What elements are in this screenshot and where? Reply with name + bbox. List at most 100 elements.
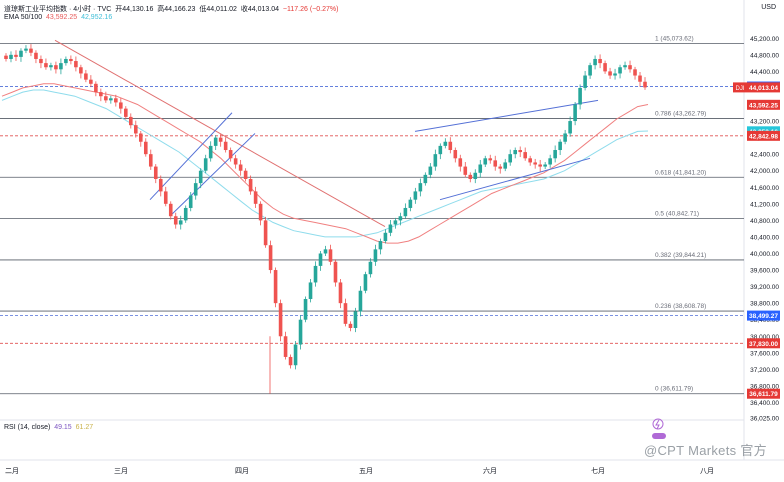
candle-body (19, 50, 23, 57)
candle-body (198, 170, 203, 184)
candle-body (383, 232, 388, 242)
candle-body (293, 344, 298, 366)
fib-level-label: 0 (36,611.79) (655, 386, 693, 393)
candle-body (119, 102, 123, 109)
candle-body (173, 216, 178, 225)
currency-label[interactable]: USD (761, 4, 776, 11)
high-value: 44,166.23 (164, 6, 196, 13)
candle-body (203, 158, 208, 171)
y-tick-label: 39,200.00 (750, 284, 779, 291)
symbol-tag (733, 82, 747, 93)
candle-body (368, 261, 373, 275)
ema-legend[interactable]: EMA 50/100 43,592.25 42,952.16 (4, 14, 112, 21)
candle-body (323, 249, 328, 254)
candle-body (308, 282, 313, 300)
candle-body (54, 65, 58, 70)
x-tick-label: 六月 (483, 466, 497, 475)
watermark: @CPT Markets 官方 (644, 443, 767, 458)
symbol-tag-label: DJI (736, 86, 745, 92)
candle-body (104, 96, 108, 101)
fib-level-label: 0.382 (39,844.21) (655, 252, 706, 259)
y-tick-label: 43,200.00 (750, 119, 779, 126)
candle-body (423, 174, 428, 184)
rsi-legend[interactable]: RSI (14, close) 49.15 61.27 (4, 424, 93, 431)
x-tick-label: 七月 (591, 466, 605, 475)
candle-body (44, 63, 48, 68)
candle-body (298, 319, 303, 345)
wedge-lower-line (439, 157, 591, 201)
y-tick-label: 45,200.00 (750, 36, 779, 43)
candle-body (428, 166, 433, 175)
y-tick-label: 44,400.00 (750, 69, 779, 76)
candle-body (213, 137, 218, 146)
candle-body (403, 207, 408, 217)
candle-body (94, 83, 98, 93)
candle-body (358, 290, 363, 312)
candle-body (64, 58, 68, 64)
candle-body (393, 220, 398, 225)
price-tag-label: 37,830.00 (749, 341, 778, 348)
candle-body (598, 58, 602, 64)
price-tag-label: 43,592.25 (749, 102, 778, 109)
y-tick-label: 39,600.00 (750, 268, 779, 275)
candle-body (458, 158, 463, 167)
candle-body (34, 52, 38, 59)
candle-body (138, 133, 143, 142)
candle-body (114, 98, 118, 103)
candle-body (558, 141, 562, 151)
candle-body (448, 141, 453, 151)
candle-body (163, 191, 168, 204)
candle-body (153, 166, 158, 179)
candle-body (14, 54, 18, 57)
candle-body (193, 183, 198, 196)
y-tick-label: 38,800.00 (750, 301, 779, 308)
candle-body (59, 63, 63, 70)
event-badge-icon (652, 433, 666, 439)
candle-body (243, 170, 248, 179)
y-tick-label: 40,400.00 (750, 234, 779, 241)
candle-body (9, 54, 13, 59)
downtrend-line (54, 39, 386, 228)
x-tick-label: 二月 (5, 467, 19, 475)
candle-body (318, 253, 323, 266)
candle-body (258, 203, 263, 221)
low-value: 44,011.02 (206, 6, 237, 13)
candle-body (413, 191, 418, 200)
candle-body (438, 145, 443, 155)
candle-body (178, 220, 183, 225)
candle-body (148, 154, 153, 167)
candle-body (338, 282, 343, 304)
candle-body (288, 356, 293, 366)
change-value: −117.26 (−0.27%) (282, 6, 339, 13)
candle-body (223, 141, 228, 151)
candle-body (253, 191, 258, 204)
ema50-line (1, 83, 649, 244)
candle-body (473, 172, 478, 179)
candle-body (483, 158, 488, 165)
price-tag (747, 338, 780, 349)
candle-body (168, 203, 173, 217)
fib-level-label: 0.618 (41,841.20) (655, 169, 706, 176)
candle-body (143, 141, 148, 155)
candle-body (408, 199, 413, 208)
candle-body (343, 303, 348, 324)
candle-body (49, 65, 53, 68)
rsi-ma-value: 61.27 (75, 424, 94, 431)
y-tick-label: 36,025.00 (750, 416, 779, 423)
symbol-line: 道琼斯工业平均指数 · 4小时 · TVC (4, 6, 112, 13)
candle-body (158, 178, 163, 192)
candle-body (563, 133, 567, 142)
candle-body (613, 73, 617, 76)
candle-body (618, 67, 622, 74)
price-tag-label: 38,499.27 (749, 313, 778, 320)
candle-body (398, 216, 403, 221)
candle-body (533, 162, 537, 165)
ema-label: EMA 50/100 (4, 14, 43, 21)
price-tag (747, 388, 780, 399)
candle-body (283, 336, 288, 357)
candle-body (638, 75, 642, 82)
candle-body (328, 249, 333, 262)
candle-body (443, 141, 448, 146)
price-tag-label: 36,611.79 (749, 391, 778, 398)
